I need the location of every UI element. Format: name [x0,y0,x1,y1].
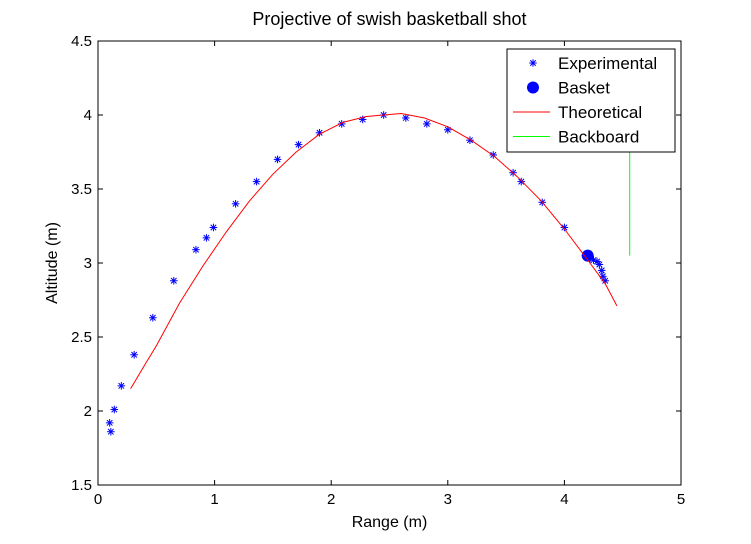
legend-label-basket: Basket [558,79,610,98]
experimental-point [294,140,303,149]
y-tick-label: 2 [84,403,92,420]
experimental-point [149,313,157,322]
y-tick-label: 3.5 [71,181,92,198]
experimental-point [517,177,526,186]
y-tick-label: 1.5 [71,477,92,494]
y-axis-label: Altitude (m) [44,222,61,304]
x-tick-label: 4 [560,491,568,508]
data-series [105,111,631,436]
axes-frame [97,40,682,486]
y-tick-label: 4.5 [71,33,92,50]
experimental-point [231,200,240,208]
legend-marker-experimental [529,59,537,67]
legend-symbol-experimental [529,59,537,67]
experimental-point [209,223,218,232]
theoretical-line [130,112,618,390]
experimental-point [273,155,282,164]
chart-title: Projective of swish basketball shot [252,9,526,29]
experimental-point [423,120,431,128]
experimental-point [130,350,138,359]
experimental-point [107,427,115,436]
experimental-point [560,223,569,232]
experimental-point [110,405,119,414]
basket-point [581,249,594,262]
legend-label-theoretical: Theoretical [558,103,642,122]
y-tick-label: 3 [84,255,92,272]
x-tick-label: 3 [444,491,452,508]
experimental-point [252,177,261,186]
legend-label-experimental: Experimental [558,54,657,73]
experimental-point [402,114,410,122]
x-tick-label: 5 [677,491,685,508]
experimental-point [105,419,114,427]
legend: Experimental Basket Theoretical Backboard [506,48,676,153]
legend-label-backboard: Backboard [558,128,639,147]
y-tick-label: 4 [84,107,92,124]
experimental-point [117,382,126,390]
experimental-point [202,234,211,242]
y-tick-label: 2.5 [71,329,92,346]
x-tick-label: 0 [94,491,102,508]
x-tick-label: 2 [327,491,335,508]
experimental-point [169,276,178,285]
experimental-point [192,245,200,254]
experimental-point [337,120,346,128]
x-axis-label: Range (m) [352,514,428,531]
experimental-point [358,115,367,124]
experimental-point [595,260,604,269]
axis-ticks: 0 1 2 3 4 5 1.5 2 2.5 3 3.5 4 4.5 [71,33,685,508]
legend-symbol-basket [527,81,539,94]
legend-box [506,48,676,153]
x-tick-label: 1 [210,491,218,508]
experimental-point [597,266,606,275]
